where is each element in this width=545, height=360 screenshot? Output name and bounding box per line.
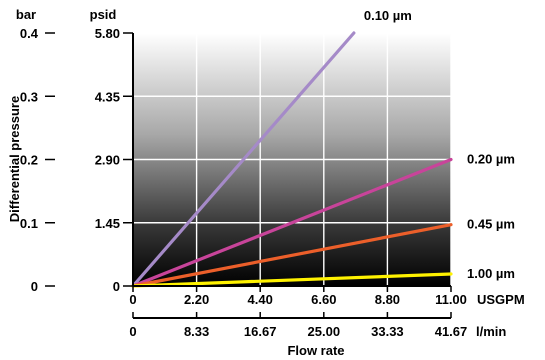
- x-tick-label-usgpm: 2.20: [184, 292, 209, 307]
- y-tick-label-bar: 0.1: [20, 216, 38, 231]
- x-axis-unit-lmin: l/min: [476, 324, 506, 339]
- y-tick-label-bar: 0.2: [20, 153, 38, 168]
- series-layer: 0.10 µm 0.20 µm 0.45 µm 1.00 µm: [131, 8, 515, 288]
- series-line: [131, 31, 356, 288]
- x-tick-label-usgpm: 0: [129, 292, 136, 307]
- x-tick-label-lmin: 25.00: [308, 324, 341, 339]
- y-tick-label-bar: 0: [31, 279, 38, 294]
- series-label: 0.10 µm: [364, 8, 412, 23]
- x-axis-title: Flow rate: [287, 343, 344, 358]
- y-axis-unit-bar: bar: [16, 7, 36, 22]
- x-axis-unit-usgpm: USGPM: [477, 292, 525, 307]
- series-line: [131, 223, 453, 288]
- y-tick-label-psid: 4.35: [95, 89, 120, 104]
- x-tick-label-lmin: 41.67: [435, 324, 468, 339]
- series-line: [131, 272, 453, 288]
- series-line: [131, 157, 453, 288]
- x-tick-label-usgpm: 6.60: [311, 292, 336, 307]
- series-label: 0.45 µm: [467, 217, 515, 232]
- x-tick-label-lmin: 0: [129, 324, 136, 339]
- y-tick-label-bar: 0.4: [20, 26, 39, 41]
- y-tick-label-bar: 0.3: [20, 89, 38, 104]
- series-label: 1.00 µm: [467, 266, 515, 281]
- x-tick-label-lmin: 33.33: [371, 324, 404, 339]
- y-tick-label-psid: 0: [113, 279, 120, 294]
- y-tick-label-psid: 5.80: [95, 26, 120, 41]
- axes: 0 0.1 0.2 0.3 0.4 0 1.45 2.90 4.35 5.80 0 2.20 4.40 6…: [20, 26, 467, 339]
- x-tick-label-usgpm: 4.40: [248, 292, 273, 307]
- x-tick-label-lmin: 16.67: [244, 324, 277, 339]
- x-tick-label-usgpm: 8.80: [375, 292, 400, 307]
- x-tick-label-usgpm: 11.00: [435, 292, 467, 307]
- y-tick-label-psid: 1.45: [95, 216, 120, 231]
- x-tick-label-lmin: 8.33: [184, 324, 209, 339]
- y-tick-label-psid: 2.90: [95, 153, 120, 168]
- y-axis-unit-psid: psid: [90, 7, 117, 22]
- series-label: 0.20 µm: [467, 152, 515, 167]
- y-axis-title: Differential pressure: [7, 96, 22, 222]
